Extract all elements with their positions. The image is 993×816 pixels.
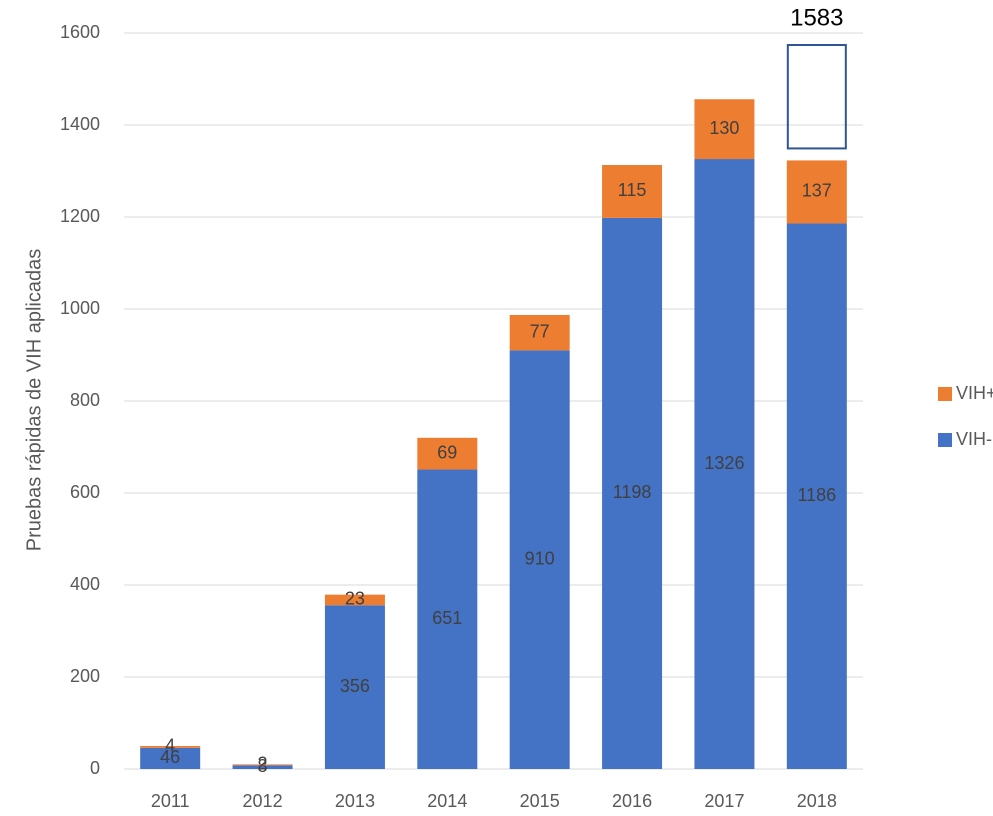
bar-segment	[509, 314, 570, 351]
bar-segment	[602, 217, 663, 770]
x-tick-label: 2012	[243, 791, 283, 811]
bar-segment	[786, 160, 847, 224]
x-tick-label: 2015	[520, 791, 560, 811]
y-tick-label: 800	[70, 390, 100, 410]
x-tick-label: 2013	[335, 791, 375, 811]
legend-label: VIH+	[956, 383, 993, 403]
y-tick-label: 1600	[60, 22, 100, 42]
bar-segment	[694, 159, 755, 770]
y-tick-label: 600	[70, 482, 100, 502]
data-label: 910	[525, 548, 555, 568]
data-label: 1198	[613, 482, 652, 502]
y-tick-label: 200	[70, 666, 100, 686]
bar-segment	[232, 765, 293, 769]
y-tick-label: 400	[70, 574, 100, 594]
bar-segment	[694, 99, 755, 160]
data-label: 1186	[797, 485, 836, 505]
x-tick-label: 2011	[151, 791, 190, 811]
x-tick-label: 2017	[704, 791, 744, 811]
data-label: 8	[258, 756, 268, 776]
y-tick-label: 1400	[60, 114, 100, 134]
annotation-box	[786, 44, 847, 150]
legend-label: VIH-	[956, 429, 992, 449]
x-tick-label: 2016	[612, 791, 652, 811]
bar-segment	[417, 469, 478, 769]
y-tick-label: 0	[90, 758, 100, 778]
bar-segment	[786, 223, 847, 769]
data-label: 23	[345, 589, 365, 609]
y-axis-title: Pruebas rápidas de VIH aplicadas	[23, 249, 45, 551]
data-label: 46	[160, 747, 180, 767]
legend-swatch	[938, 433, 952, 447]
bar-segment	[417, 437, 478, 470]
data-label: 356	[340, 676, 370, 696]
data-label: 130	[709, 118, 739, 138]
bar-segment	[232, 764, 293, 766]
data-label: 651	[432, 608, 462, 628]
bar-segment	[602, 165, 663, 218]
bar-segment	[509, 350, 570, 769]
legend-swatch	[938, 387, 952, 401]
data-label: 69	[437, 442, 457, 462]
data-label: 115	[618, 180, 647, 200]
data-label: 137	[802, 181, 832, 201]
x-tick-label: 2018	[797, 791, 837, 811]
bar-segment	[140, 747, 201, 769]
data-label: 1326	[704, 453, 744, 473]
bar-segment	[140, 746, 201, 748]
bar-segment	[324, 605, 385, 769]
y-tick-label: 1200	[60, 206, 100, 226]
bar-segment	[324, 594, 385, 606]
annotation: 1583	[790, 4, 843, 31]
x-tick-label: 2014	[427, 791, 467, 811]
data-label: 77	[530, 321, 550, 341]
data-label: 4	[165, 736, 175, 756]
data-label: 2	[258, 754, 268, 774]
y-tick-label: 1000	[60, 298, 100, 318]
